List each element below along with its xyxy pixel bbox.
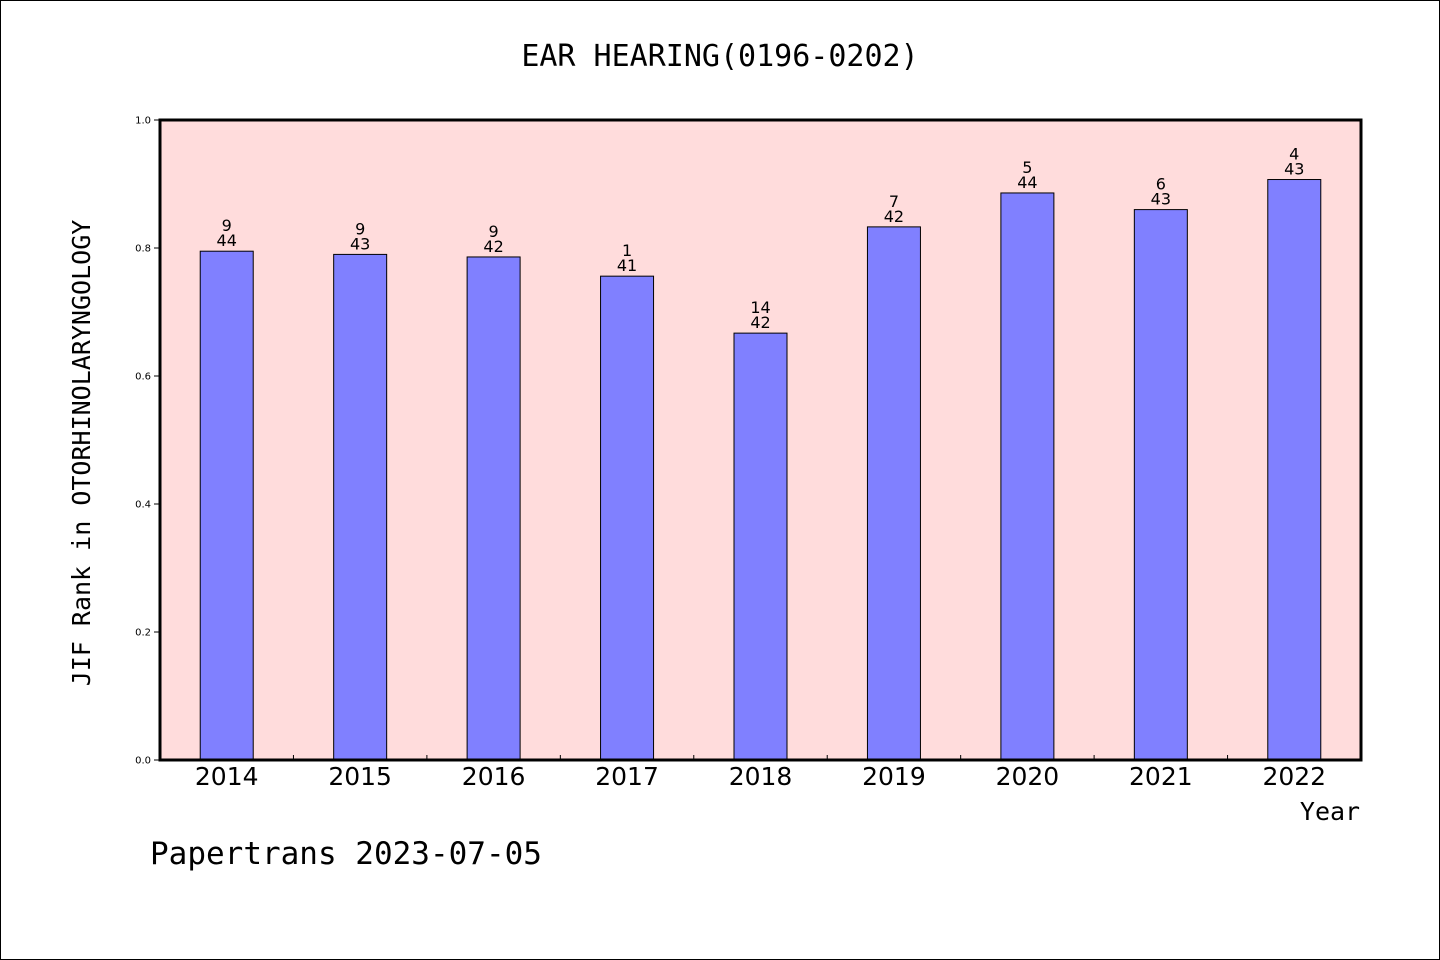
bar-total-label: 41	[617, 256, 637, 275]
bar	[333, 253, 388, 761]
bar-rank-label: 9	[489, 222, 499, 241]
y-axis-label: JIF Rank in OTORHINOLARYNGOLOGY	[67, 220, 96, 687]
bar	[733, 332, 788, 761]
bar-total-label: 44	[217, 231, 237, 250]
bar-total-label: 44	[1017, 173, 1037, 192]
bar-rank-label: 14	[750, 298, 770, 317]
bar-rank-label: 4	[1289, 145, 1299, 164]
bar-total-label: 43	[350, 234, 370, 253]
x-tick-label: 2014	[195, 762, 259, 791]
y-tick-label: 1.0	[135, 116, 151, 127]
bar-rank-label: 5	[1022, 158, 1032, 177]
y-tick-label: 0.0	[135, 756, 151, 767]
chart-title: EAR HEARING(0196-0202)	[521, 39, 918, 74]
bar	[866, 226, 921, 761]
bar	[466, 256, 521, 761]
bar	[600, 275, 655, 761]
bar-rank-label: 7	[889, 192, 899, 211]
bar-rank-label: 6	[1156, 175, 1166, 194]
y-tick-label: 0.8	[135, 244, 151, 255]
x-axis-label: Year	[1300, 797, 1360, 826]
bar-total-label: 43	[1284, 160, 1304, 179]
x-tick-label: 2016	[462, 762, 526, 791]
x-tick-label: 2019	[862, 762, 926, 791]
x-tick-label: 2020	[996, 762, 1060, 791]
x-tick-label: 2015	[328, 762, 392, 791]
bar	[1133, 209, 1188, 761]
x-tick-label: 2021	[1129, 762, 1193, 791]
x-tick-label: 2017	[595, 762, 659, 791]
watermark-text: Papertrans 2023-07-05	[150, 836, 542, 872]
plot-border	[158, 118, 1363, 762]
bar-total-label: 42	[750, 313, 770, 332]
x-tick-label: 2018	[729, 762, 793, 791]
x-axis: 2014 2015 2016 2017 2018 2019 2020 2021 2022	[195, 755, 1326, 791]
y-tick-label: 0.4	[135, 500, 151, 511]
y-tick-label: 0.6	[135, 372, 151, 383]
bar-rank-label: 1	[622, 241, 632, 260]
bar	[1267, 179, 1322, 761]
x-tick-label: 2022	[1262, 762, 1326, 791]
bar	[199, 250, 254, 761]
y-tick-label: 0.2	[135, 628, 151, 639]
y-axis: 0.0 0.2 0.4 0.6 0.8 1.0	[135, 116, 160, 767]
bar-rank-label: 9	[355, 219, 365, 238]
bar-total-label: 43	[1151, 190, 1171, 209]
bar	[1000, 192, 1055, 761]
bar-total-label: 42	[884, 207, 904, 226]
bar-rank-label: 9	[222, 216, 232, 235]
bar-total-label: 42	[483, 237, 503, 256]
